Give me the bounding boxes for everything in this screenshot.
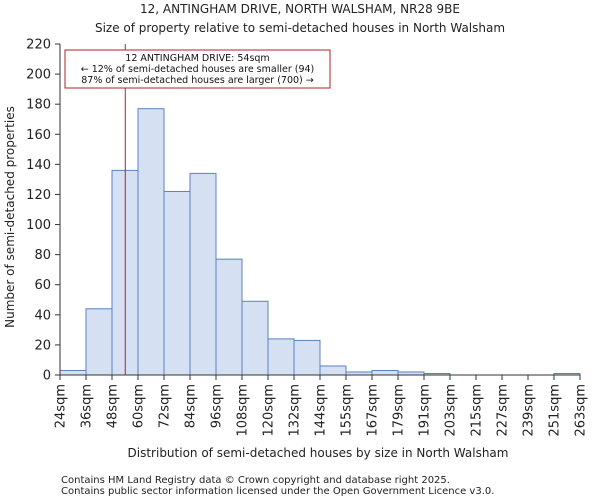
bar	[189, 172, 217, 376]
x-tick-label: 227sqm	[496, 384, 511, 437]
x-tick-label: 203sqm	[444, 384, 459, 437]
x-tick-label: 263sqm	[574, 384, 589, 437]
x-tick-label: 108sqm	[236, 384, 251, 437]
y-tick-label: 200	[26, 68, 51, 83]
bar	[371, 369, 399, 376]
x-tick-label: 179sqm	[392, 384, 407, 437]
y-tick-label: 80	[34, 248, 51, 263]
y-tick-label: 100	[26, 218, 51, 233]
y-tick-label: 0	[43, 369, 51, 384]
x-tick-label: 60sqm	[132, 384, 147, 428]
bar	[319, 365, 347, 376]
y-tick-label: 160	[26, 128, 51, 143]
x-tick-label: 239sqm	[522, 384, 537, 437]
bar	[59, 369, 87, 376]
x-tick-label: 132sqm	[288, 384, 303, 437]
footer-line-1: Contains HM Land Registry data © Crown c…	[61, 475, 450, 486]
x-tick-label: 84sqm	[184, 384, 199, 428]
x-tick-label: 215sqm	[470, 384, 485, 437]
y-tick-label: 60	[34, 278, 51, 293]
y-tick-label: 180	[26, 98, 51, 113]
x-tick-label: 191sqm	[418, 384, 433, 437]
annotation-line-2: ← 12% of semi-detached houses are smalle…	[81, 64, 315, 75]
chart-subtitle: Size of property relative to semi-detach…	[95, 21, 505, 35]
y-tick-label: 220	[26, 38, 51, 53]
y-tick-label: 140	[26, 158, 51, 173]
x-tick-label: 120sqm	[262, 384, 277, 437]
annotation-line-1: 12 ANTINGHAM DRIVE: 54sqm	[125, 53, 269, 64]
bar	[85, 308, 113, 376]
x-axis-label: Distribution of semi-detached houses by …	[128, 446, 509, 460]
bar	[137, 108, 165, 376]
bar	[215, 258, 243, 376]
x-tick-label: 251sqm	[548, 384, 563, 437]
bar	[163, 190, 191, 376]
x-tick-label: 155sqm	[340, 384, 355, 437]
chart-title: 12, ANTINGHAM DRIVE, NORTH WALSHAM, NR28…	[140, 2, 460, 16]
y-tick-label: 40	[34, 308, 51, 323]
y-axis-label: Number of semi-detached properties	[3, 106, 17, 328]
footer-line-2: Contains public sector information licen…	[61, 486, 494, 497]
x-tick-label: 24sqm	[54, 384, 69, 428]
y-tick-label: 120	[26, 188, 51, 203]
bar	[293, 339, 321, 376]
bar	[267, 338, 295, 376]
y-tick-label: 20	[34, 338, 51, 353]
x-tick-label: 96sqm	[210, 384, 225, 428]
x-tick-label: 144sqm	[314, 384, 329, 437]
x-tick-label: 72sqm	[158, 384, 173, 428]
plot-area: 0 20 40 60 80 100 120 140 160 180 200 220 24sqm 36sqm…	[26, 38, 588, 437]
x-tick-label: 167sqm	[366, 384, 381, 437]
bar	[241, 300, 269, 376]
x-tick-label: 36sqm	[80, 384, 95, 428]
annotation-box	[64, 49, 331, 89]
x-tick-label: 48sqm	[106, 384, 121, 428]
annotation-line-3: 87% of semi-detached houses are larger (…	[81, 75, 314, 86]
